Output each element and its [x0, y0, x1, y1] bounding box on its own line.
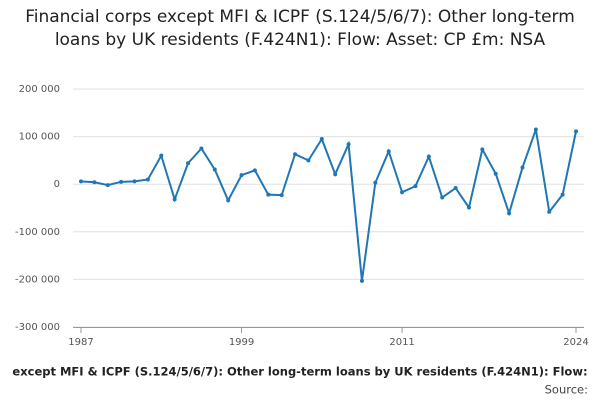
data-point [413, 184, 418, 189]
data-point [92, 180, 97, 185]
data-point [507, 211, 512, 216]
x-tick-label: 2024 [563, 337, 588, 348]
x-axis-label: except MFI & ICPF (S.124/5/6/7): Other l… [12, 365, 587, 379]
data-point [145, 177, 150, 182]
data-point [319, 136, 324, 141]
data-point [199, 146, 204, 151]
x-tick-label: 2011 [389, 337, 414, 348]
data-point [159, 153, 164, 158]
x-tick-label: 1987 [68, 337, 93, 348]
data-point [466, 205, 471, 210]
chart-title: Financial corps except MFI & ICPF (S.124… [25, 7, 575, 50]
data-point [346, 142, 351, 147]
data-point [547, 209, 552, 214]
data-point [400, 190, 405, 195]
y-tick-label: 200 000 [19, 84, 60, 95]
data-point [533, 127, 538, 132]
data-point [359, 278, 364, 283]
y-tick-label: 0 [54, 179, 60, 190]
data-line [80, 129, 577, 281]
data-point [520, 165, 525, 170]
data-point [440, 195, 445, 200]
data-point [172, 197, 177, 202]
x-tick-label: 1999 [229, 337, 254, 348]
data-point [306, 158, 311, 163]
data-point [212, 167, 217, 172]
data-point [252, 168, 257, 173]
data-point [105, 183, 110, 188]
data-point [333, 172, 338, 177]
data-point [480, 147, 485, 152]
data-point [293, 152, 298, 157]
data-point [426, 154, 431, 159]
data-point [119, 179, 124, 184]
y-tick-label: -100 000 [15, 227, 60, 238]
data-point [266, 192, 271, 197]
data-point [493, 171, 498, 176]
y-tick-label: -200 000 [15, 274, 60, 285]
data-point [560, 192, 565, 197]
data-point [279, 193, 284, 198]
source: Source: [545, 383, 588, 397]
data-point [373, 180, 378, 185]
data-point [453, 186, 458, 191]
data-point [132, 179, 137, 184]
data-point [226, 198, 231, 203]
data-point [574, 129, 578, 134]
data-point [386, 149, 391, 154]
data-point [79, 179, 83, 184]
data-point [239, 173, 244, 178]
y-tick-label: 100 000 [19, 132, 60, 143]
y-tick-label: -300 000 [15, 322, 60, 333]
data-point [186, 161, 191, 166]
